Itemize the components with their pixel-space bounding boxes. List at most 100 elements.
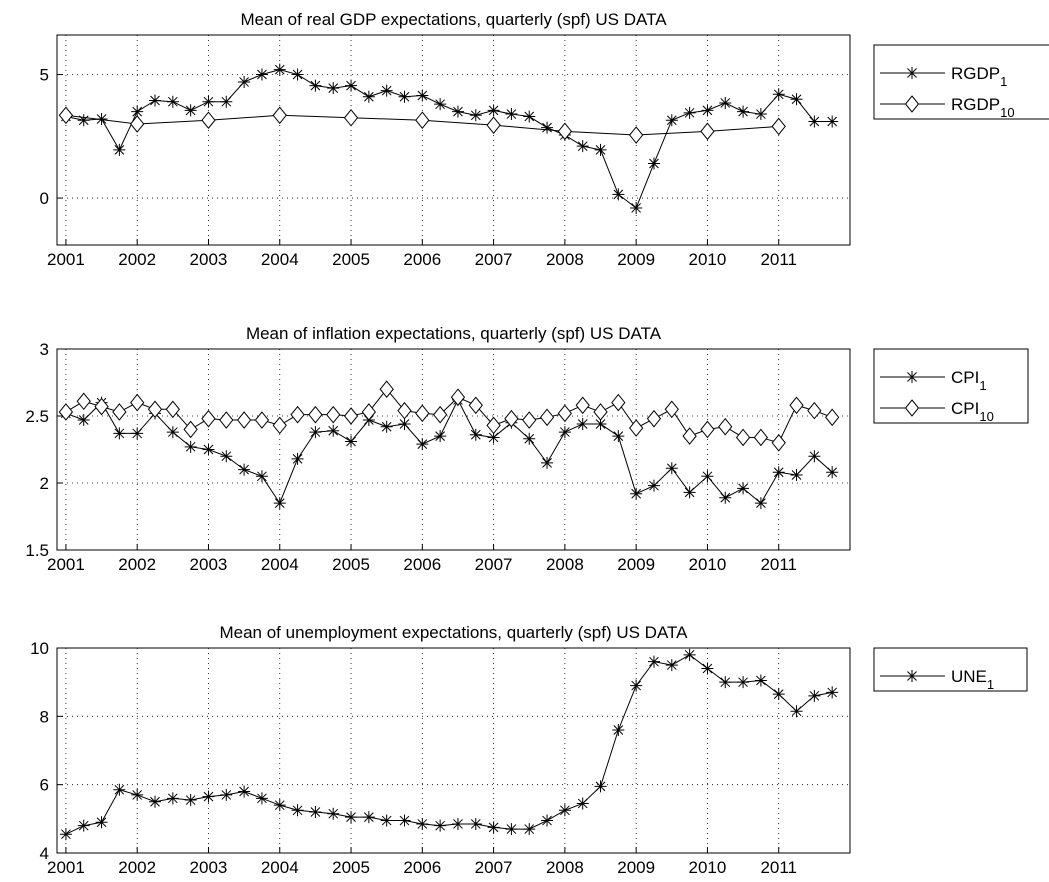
- subplot: Mean of real GDP expectations, quarterly…: [40, 10, 1049, 269]
- data-marker: [647, 157, 660, 170]
- data-marker: [504, 409, 519, 428]
- x-tick-label: 2002: [118, 250, 156, 269]
- legend-marker: [904, 399, 920, 417]
- data-marker: [450, 388, 466, 407]
- y-tick-label: 3: [40, 340, 49, 359]
- data-marker: [416, 438, 429, 451]
- data-marker: [220, 95, 233, 108]
- data-marker: [309, 806, 322, 818]
- subplot-title: Mean of unemployment expectations, quart…: [219, 623, 688, 642]
- data-marker: [808, 115, 821, 128]
- x-tick-label: 2008: [546, 555, 584, 574]
- data-marker: [415, 404, 430, 423]
- data-marker: [113, 783, 126, 796]
- data-marker: [754, 497, 767, 510]
- y-tick-label: 5: [40, 66, 49, 85]
- data-marker: [130, 115, 145, 133]
- data-marker: [593, 403, 608, 421]
- data-marker: [327, 424, 340, 437]
- y-tick-label: 2: [40, 474, 49, 493]
- data-marker: [166, 95, 179, 108]
- data-marker: [432, 405, 448, 424]
- data-marker: [220, 450, 233, 463]
- data-marker: [505, 823, 518, 836]
- data-marker: [701, 662, 714, 675]
- data-marker: [737, 676, 750, 689]
- data-marker: [611, 393, 626, 412]
- x-tick-label: 2010: [689, 250, 727, 269]
- legend-marker: [906, 670, 918, 682]
- data-marker: [434, 819, 447, 832]
- data-marker: [291, 452, 304, 465]
- x-tick-label: 2011: [760, 858, 797, 877]
- legend-name: UNE: [951, 667, 987, 686]
- data-marker: [77, 114, 90, 127]
- x-tick-label: 2005: [332, 555, 370, 574]
- data-marker: [380, 814, 393, 827]
- data-marker: [719, 96, 732, 109]
- legend-label: RGDP1: [951, 64, 1007, 89]
- data-marker: [416, 817, 429, 830]
- data-marker: [166, 426, 179, 439]
- data-marker: [327, 82, 340, 95]
- data-marker: [807, 401, 822, 420]
- data-marker: [380, 420, 393, 433]
- data-marker: [58, 106, 74, 125]
- data-marker: [789, 396, 804, 415]
- data-marker: [487, 821, 500, 834]
- data-marker: [255, 68, 268, 81]
- data-marker: [612, 188, 625, 201]
- data-marker: [486, 416, 501, 435]
- data-marker: [647, 655, 660, 668]
- legend-label: UNE1: [951, 667, 994, 692]
- x-tick-label: 2006: [403, 858, 441, 877]
- subplot-title: Mean of inflation expectations, quarterl…: [246, 324, 662, 343]
- data-marker: [487, 104, 500, 117]
- legend-subscript: 1: [979, 378, 986, 393]
- data-marker: [790, 93, 803, 106]
- data-marker: [343, 108, 359, 127]
- subplot: Mean of inflation expectations, quarterl…: [25, 324, 1029, 574]
- data-marker: [718, 417, 733, 436]
- data-marker: [469, 109, 482, 122]
- data-marker: [612, 430, 625, 443]
- data-marker: [594, 418, 607, 431]
- data-marker: [701, 470, 714, 483]
- data-marker: [486, 116, 501, 134]
- data-marker: [576, 140, 589, 153]
- data-marker: [95, 113, 108, 125]
- data-marker: [468, 396, 483, 415]
- data-marker: [719, 491, 732, 504]
- legend-name: CPI: [951, 399, 979, 418]
- data-marker: [327, 807, 340, 820]
- legend-label: CPI1: [951, 368, 987, 393]
- y-tick-label: 2.5: [25, 407, 49, 426]
- y-tick-label: 8: [40, 707, 49, 726]
- data-marker: [131, 788, 144, 801]
- y-tick-label: 0: [40, 189, 49, 208]
- data-marker: [273, 497, 286, 510]
- data-marker: [737, 482, 750, 495]
- x-tick-label: 2011: [760, 555, 797, 574]
- data-marker: [362, 90, 375, 103]
- data-marker: [76, 392, 91, 411]
- data-marker: [753, 428, 769, 447]
- legend-marker: [904, 95, 920, 113]
- data-marker: [149, 795, 162, 808]
- series-line: [65, 69, 833, 209]
- data-marker: [790, 705, 803, 718]
- data-marker: [612, 724, 625, 736]
- data-marker: [77, 414, 90, 427]
- data-marker: [94, 397, 109, 416]
- legend-subscript: 10: [1000, 105, 1014, 120]
- x-tick-label: 2007: [475, 858, 513, 877]
- x-tick-label: 2009: [617, 858, 655, 877]
- data-marker: [236, 411, 252, 429]
- x-tick-label: 2003: [190, 555, 228, 574]
- data-marker: [629, 419, 644, 437]
- legend-marker: [906, 67, 918, 79]
- data-marker: [682, 427, 697, 445]
- data-marker: [826, 686, 839, 699]
